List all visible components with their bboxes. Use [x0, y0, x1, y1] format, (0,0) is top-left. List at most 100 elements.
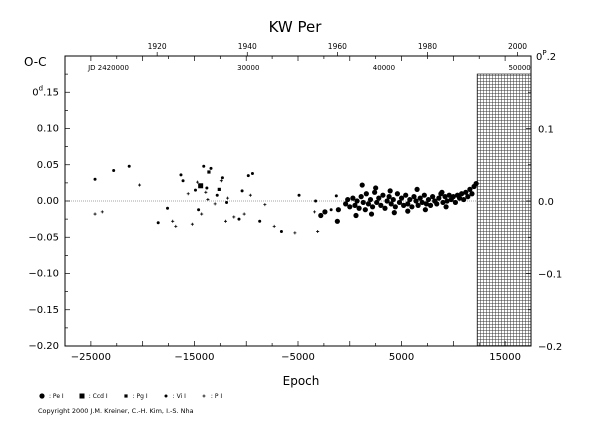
data-point: [405, 201, 411, 207]
future-region: [476, 73, 532, 347]
data-point: [226, 196, 230, 200]
series-pe-i: [318, 181, 479, 224]
data-point: [401, 202, 407, 208]
data-point: [417, 195, 423, 201]
right-y-tick-label: 0.0: [538, 197, 554, 208]
series-vi-i: [93, 164, 338, 233]
legend-marker-shape: [39, 393, 45, 399]
data-point: [352, 202, 358, 208]
data-point: [353, 212, 359, 219]
y-tick-label: −0.15: [28, 305, 59, 316]
year-label: 1920: [148, 42, 167, 51]
y-tick-label: 0.05: [37, 160, 59, 171]
series-ccd-i: [198, 183, 204, 189]
year-label: 1980: [418, 42, 437, 51]
data-point: [219, 179, 223, 183]
data-point: [456, 195, 463, 201]
series-p-i: [93, 179, 320, 235]
data-point: [362, 207, 368, 213]
legend-marker: [124, 394, 128, 398]
data-point: [93, 212, 97, 216]
data-point: [246, 174, 250, 178]
legend-marker-shape: [202, 394, 206, 398]
x-axis-label: Epoch: [283, 374, 320, 388]
year-label: 1960: [328, 42, 347, 51]
data-point: [343, 201, 349, 207]
data-point: [190, 222, 194, 226]
data-point: [430, 194, 436, 200]
data-point: [373, 185, 379, 191]
legend-entry: : Ccd I: [78, 392, 108, 400]
legend-label: : Pe I: [49, 392, 64, 400]
data-point: [217, 187, 221, 191]
legend-label: : Ccd I: [88, 392, 108, 400]
data-point: [198, 183, 204, 189]
data-point: [368, 211, 375, 217]
data-point: [127, 164, 131, 168]
data-point: [363, 191, 369, 197]
data-point: [193, 188, 197, 192]
data-point: [138, 183, 142, 187]
data-point: [409, 204, 415, 210]
data-point: [465, 194, 471, 200]
data-point: [334, 218, 340, 224]
data-point: [413, 198, 419, 204]
legend-label: : Vi I: [172, 392, 186, 400]
data-point: [380, 192, 386, 198]
data-point: [359, 182, 365, 188]
legend-marker: [164, 394, 168, 398]
data-point: [205, 186, 209, 190]
data-point: [272, 224, 276, 228]
legend-entry: : P I: [200, 392, 222, 400]
jd-label: 40000: [373, 64, 395, 72]
data-point: [423, 201, 430, 207]
year-label: 1940: [238, 42, 257, 51]
data-point: [215, 193, 219, 197]
data-point: [461, 196, 467, 203]
data-point: [93, 177, 97, 181]
copyright-text: Copyright 2000 J.M. Kreiner, C.-H. Kim, …: [38, 407, 194, 415]
x-tick-label: 5000: [389, 352, 414, 363]
data-point: [186, 192, 190, 196]
data-point: [459, 191, 465, 197]
data-point: [356, 205, 362, 211]
data-point: [197, 208, 201, 212]
data-point: [322, 209, 328, 215]
data-point: [388, 201, 394, 207]
data-point: [179, 173, 183, 177]
data-point: [390, 196, 396, 203]
legend-marker-shape: [79, 393, 85, 399]
data-point: [200, 212, 204, 216]
data-point: [209, 166, 213, 170]
y-axis-label: O-C: [24, 55, 47, 69]
data-point: [396, 199, 403, 206]
data-point: [293, 231, 297, 235]
data-point: [225, 200, 229, 204]
legend-entry: : Pg I: [122, 392, 148, 400]
x-tick-label: 15000: [489, 352, 521, 363]
right-y-tick-label: −0.2: [538, 342, 562, 353]
data-point: [391, 210, 397, 216]
data-point: [382, 205, 388, 211]
data-point: [427, 202, 434, 208]
x-tick-label: −15000: [174, 352, 214, 363]
data-point: [467, 186, 473, 192]
data-point: [171, 219, 175, 223]
data-point: [358, 194, 364, 200]
right-y-tick-label: 0P.2: [536, 49, 556, 63]
data-point: [347, 204, 353, 210]
data-point: [279, 229, 283, 233]
data-point: [411, 194, 417, 200]
data-point: [421, 192, 427, 198]
legend-marker-shape: [164, 394, 168, 398]
data-point: [232, 215, 236, 219]
data-point: [354, 198, 360, 204]
x-tick-label: −25000: [71, 352, 111, 363]
right-y-tick-label: 0.1: [538, 125, 554, 136]
data-point: [365, 201, 372, 207]
data-point: [237, 217, 241, 221]
data-point: [414, 186, 420, 192]
data-point: [314, 199, 318, 203]
data-point: [196, 180, 200, 184]
data-point: [403, 192, 409, 198]
